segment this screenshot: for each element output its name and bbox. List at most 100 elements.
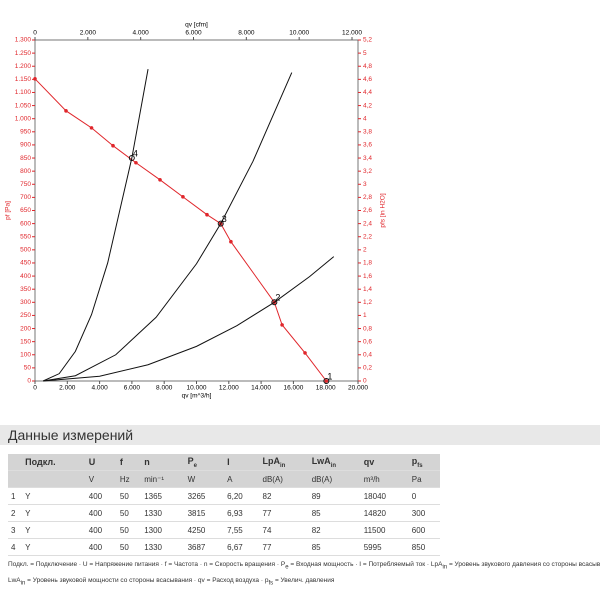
header-cell: LwAin: [308, 454, 361, 471]
header-cell: [8, 454, 23, 471]
x2-tick-label: 0: [33, 30, 37, 37]
note-desc: = Напряжение питания: [89, 561, 159, 568]
data-row: 2 Y 400 50 1330 3815 6,93 77 85 14820 300: [8, 504, 440, 522]
x-tick-label: 4.000: [91, 385, 108, 392]
cell: 400: [85, 538, 117, 556]
cell: 77: [259, 538, 309, 556]
note-sub: in: [20, 580, 26, 587]
note-symbol: LpA: [430, 561, 443, 568]
x-tick-label: 10.000: [187, 385, 207, 392]
cell: 1365: [141, 487, 185, 505]
y2-tick-label: 1: [363, 312, 367, 319]
note-symbol: qv: [197, 577, 205, 585]
y2-tick-label: 2,6: [363, 207, 372, 214]
x-tick-label: 20.000: [348, 385, 368, 392]
curve-marker: [89, 126, 94, 130]
cell: 850: [408, 538, 440, 556]
y-tick-label: 850: [20, 155, 31, 162]
cell: 1300: [141, 521, 185, 539]
note-desc: = Скорость вращения: [209, 561, 276, 568]
header-cell: U: [85, 454, 117, 471]
header-cell: qv: [360, 454, 409, 471]
point-label: 2: [275, 293, 280, 303]
y-tick-label: 200: [20, 325, 31, 332]
header-text: LwA: [311, 455, 331, 466]
header-sub: fs: [417, 462, 423, 469]
header-text: Подкл.: [25, 457, 56, 467]
section-title: Данные измерений: [0, 425, 600, 445]
cell: 85: [308, 504, 361, 522]
y2-tick-label: 3,2: [363, 168, 372, 175]
y-tick-label: 50: [24, 365, 32, 372]
header-sub: e: [193, 462, 197, 469]
note-desc: = Уровень звукового давления со стороны …: [448, 561, 600, 568]
x2-tick-label: 4.000: [133, 30, 150, 37]
note-symbol: LwA: [8, 577, 21, 585]
y-tick-label: 550: [20, 233, 31, 240]
x2-tick-label: 2.000: [80, 30, 97, 37]
data-row: 4 Y 400 50 1330 3687 6,67 77 85 5995 850: [8, 538, 440, 556]
operating-point: [271, 299, 278, 306]
note-desc: = Расход воздуха: [206, 577, 260, 585]
y2-tick-label: 4,2: [363, 102, 372, 109]
header-text: LpA: [262, 455, 281, 466]
header-cell: LpAin: [259, 454, 309, 471]
cell: 1: [8, 487, 23, 505]
cell: 4: [8, 538, 23, 556]
x2-tick-label: 10.000: [289, 30, 309, 37]
y-tick-label: 750: [20, 181, 31, 188]
note-symbol: f: [164, 561, 167, 568]
y2-tick-label: 1,6: [363, 273, 372, 280]
note-desc: = Частота: [168, 561, 199, 568]
y-tick-label: 350: [20, 286, 31, 293]
curve-marker: [205, 212, 209, 217]
y2-tick-label: 4: [363, 115, 367, 122]
curve: [42, 69, 149, 382]
y-tick-label: 1.200: [15, 63, 32, 70]
x-tick-label: 2.000: [59, 385, 76, 392]
header-text: n: [144, 457, 150, 467]
x2-tick-label: 12.000: [342, 30, 362, 37]
y-tick-label: 250: [20, 312, 31, 319]
header-text: I: [227, 457, 230, 467]
header-text: U: [88, 457, 96, 467]
separator: ·: [276, 561, 280, 568]
header-sub: in: [280, 462, 286, 469]
y-tick-label: 0: [27, 378, 31, 385]
point-label: 1: [327, 371, 332, 381]
separator: ·: [199, 561, 203, 568]
cell: 2: [8, 504, 23, 522]
note-desc: = Потребляемый ток: [362, 561, 426, 568]
y-tick-label: 150: [20, 338, 31, 345]
unit-cell: W: [184, 470, 225, 488]
y-tick-label: 600: [20, 220, 31, 227]
cell: 1330: [141, 504, 185, 522]
y2-tick-label: 0,4: [363, 351, 372, 358]
y-tick-label: 1.100: [15, 89, 32, 96]
header-cell: I: [224, 454, 260, 471]
header-cell: n: [141, 454, 185, 471]
x-tick-label: 12.000: [219, 385, 239, 392]
y-tick-label: 500: [20, 247, 31, 254]
note-desc: = Подключение: [30, 561, 78, 568]
footnote: Подкл. = Подключение · U = Напряжение пи…: [8, 558, 600, 591]
y2-tick-label: 3,8: [363, 129, 372, 136]
cell: 4250: [184, 521, 225, 539]
operating-point: [217, 220, 224, 227]
x2-tick-label: 8.000: [238, 30, 255, 37]
curve-marker: [158, 178, 162, 182]
footnote-line: LwAin = Уровень звуковой мощности со сто…: [8, 574, 600, 590]
operating-point: [128, 155, 135, 162]
point-label: 4: [133, 148, 138, 158]
y2-tick-label: 3: [363, 181, 367, 188]
y2-tick-label: 2: [363, 247, 367, 254]
separator: ·: [426, 561, 430, 568]
unit-cell: [8, 470, 23, 488]
footnote-line: Подкл. = Подключение · U = Напряжение пи…: [8, 558, 600, 574]
separator: ·: [193, 577, 197, 585]
cell: 6,93: [224, 504, 260, 522]
y-tick-label: 1.250: [15, 50, 32, 57]
header-sub: in: [330, 462, 337, 469]
